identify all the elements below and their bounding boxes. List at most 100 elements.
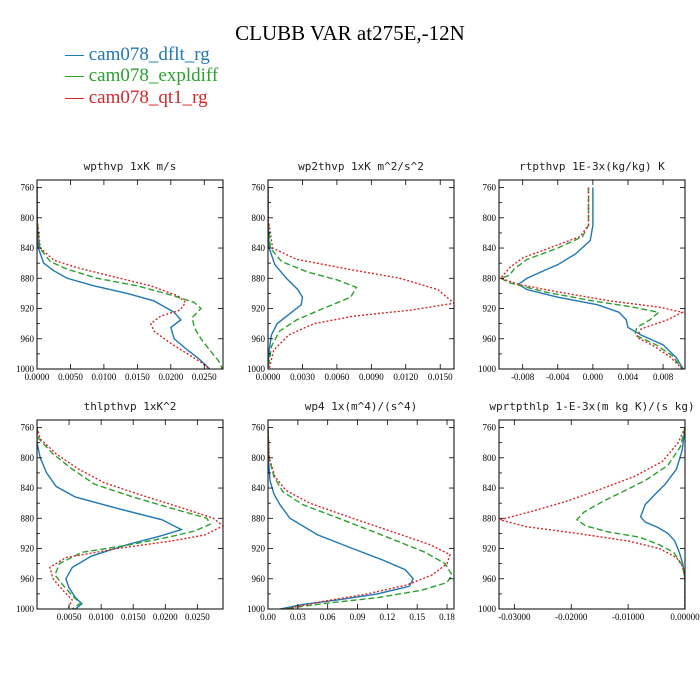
y-tick-label: 920 [252, 544, 266, 554]
y-tick-label: 880 [21, 273, 35, 283]
legend-entry-2: — cam078_expldiff [64, 65, 219, 86]
plot-frame [267, 419, 455, 610]
x-tick-label: 0.15 [409, 612, 425, 622]
y-tick-label: 760 [21, 423, 35, 433]
x-tick-label: 0.0000 [256, 372, 281, 382]
plot-frame [498, 419, 686, 610]
legend: — cam078_dflt_rg — cam078_expldiff — cam… [64, 44, 219, 108]
series-line-1 [639, 427, 685, 609]
series-line-1 [37, 187, 211, 369]
y-tick-label: 800 [483, 453, 497, 463]
y-tick-label: 960 [21, 574, 35, 584]
x-tick-label: 0.09 [350, 612, 366, 622]
series-line-2 [268, 187, 358, 369]
panel-5: wp4 1x(m^4)/(s^4)76080084088092096010000… [247, 400, 455, 622]
y-tick-label: 960 [252, 334, 266, 344]
x-tick-label: 0.00 [260, 612, 276, 622]
series-line-2 [575, 427, 685, 609]
y-tick-label: 880 [252, 273, 266, 283]
y-tick-label: 960 [21, 334, 35, 344]
y-tick-label: 760 [252, 423, 266, 433]
series-line-2 [37, 187, 223, 369]
y-tick-label: 800 [483, 213, 497, 223]
series-line-1 [37, 427, 184, 609]
x-tick-label: 0.0120 [393, 372, 418, 382]
series-line-1 [517, 187, 684, 369]
x-tick-label: 0.12 [379, 612, 395, 622]
x-tick-label: 0.0250 [192, 372, 217, 382]
panel-title: wpthvp 1xK m/s [84, 160, 177, 173]
y-tick-label: 1000 [478, 604, 497, 614]
x-tick-label: 0.0100 [89, 612, 114, 622]
x-tick-label: 0.0030 [290, 372, 315, 382]
panel-title: wp2thvp 1xK m^2/s^2 [298, 160, 424, 173]
x-tick-label: 0.0150 [428, 372, 453, 382]
panel-title: wprtpthlp 1-E-3x(m kg K)/(s kg) [489, 400, 694, 413]
y-tick-label: 920 [21, 544, 35, 554]
series-line-3 [499, 187, 685, 369]
y-tick-label: 760 [483, 423, 497, 433]
panel-1: wpthvp 1xK m/s76080084088092096010000.00… [16, 160, 224, 382]
x-tick-label: -0.004 [546, 372, 570, 382]
y-tick-label: 920 [252, 304, 266, 314]
y-tick-label: 760 [21, 183, 35, 193]
y-tick-label: 1000 [478, 364, 497, 374]
series-line-3 [37, 427, 223, 609]
y-tick-label: 840 [21, 483, 35, 493]
x-tick-label: 0.008 [653, 372, 674, 382]
y-tick-label: 840 [483, 243, 497, 253]
y-tick-label: 960 [252, 574, 266, 584]
plot-frame [36, 179, 224, 370]
legend-entry-1: — cam078_dflt_rg [64, 44, 210, 65]
panel-3: rtpthvp 1E-3x(kg/kg) K 760 800 840 880 920 960… [478, 160, 686, 382]
y-tick-label: 840 [252, 243, 266, 253]
series-line-1 [268, 187, 304, 369]
x-tick-label: -0.03000 [498, 612, 531, 622]
series-line-3 [499, 427, 685, 609]
y-tick-label: 920 [21, 304, 35, 314]
series-line-2 [268, 427, 453, 609]
panel-4: thlpthvp 1xK^2 760 800 840 880 920 960 1000 0.00… [16, 400, 224, 622]
x-tick-label: 0.0150 [125, 372, 150, 382]
legend-label-2: cam078_expldiff [89, 65, 219, 86]
legend-label-3: cam078_qt1_rg [89, 87, 208, 108]
y-tick-label: 880 [483, 273, 497, 283]
y-tick-label: 840 [21, 243, 35, 253]
x-tick-label: -0.008 [511, 372, 535, 382]
y-tick-label: 840 [483, 483, 497, 493]
panel-2: wp2thvp 1xK m^2/s^2 760 800 840 880 920 960 100… [247, 160, 455, 382]
x-tick-label: 0.0200 [153, 612, 178, 622]
x-tick-label: 0.004 [618, 372, 639, 382]
x-tick-label: 0.0150 [121, 612, 146, 622]
legend-dash-2: — [64, 65, 89, 86]
x-tick-label: 0.0060 [325, 372, 350, 382]
panels: wpthvp 1xK m/s76080084088092096010000.00… [16, 160, 700, 622]
y-tick-label: 1000 [247, 604, 266, 614]
y-tick-label: 960 [483, 574, 497, 584]
x-tick-label: 0.18 [439, 612, 455, 622]
y-tick-label: 800 [21, 453, 35, 463]
y-tick-label: 800 [252, 213, 266, 223]
x-tick-label: 0.0100 [92, 372, 117, 382]
series-line-3 [268, 187, 454, 369]
x-tick-label: 0.00000 [670, 612, 700, 622]
panel-title: wp4 1x(m^4)/(s^4) [305, 400, 418, 413]
y-tick-label: 920 [483, 544, 497, 554]
x-tick-label: 0.03 [290, 612, 306, 622]
series-line-2 [499, 187, 683, 369]
y-tick-label: 1000 [247, 364, 266, 374]
plot-frame [267, 179, 455, 370]
y-tick-label: 1000 [16, 604, 35, 614]
legend-entry-3: — cam078_qt1_rg [64, 87, 208, 108]
y-tick-label: 880 [21, 513, 35, 523]
x-tick-label: 0.0050 [58, 372, 83, 382]
x-tick-label: 0.0250 [185, 612, 210, 622]
x-tick-label: 0.0000 [25, 372, 50, 382]
y-tick-label: 800 [21, 213, 35, 223]
x-tick-label: 0.0090 [359, 372, 384, 382]
y-tick-label: 760 [252, 183, 266, 193]
legend-dash-1: — [64, 44, 89, 65]
y-tick-label: 840 [252, 483, 266, 493]
figure-title: CLUBB VAR at275E,-12N [235, 21, 465, 45]
panel-6: wprtpthlp 1-E-3x(m kg K)/(s kg) 760 800 840… [478, 400, 700, 622]
